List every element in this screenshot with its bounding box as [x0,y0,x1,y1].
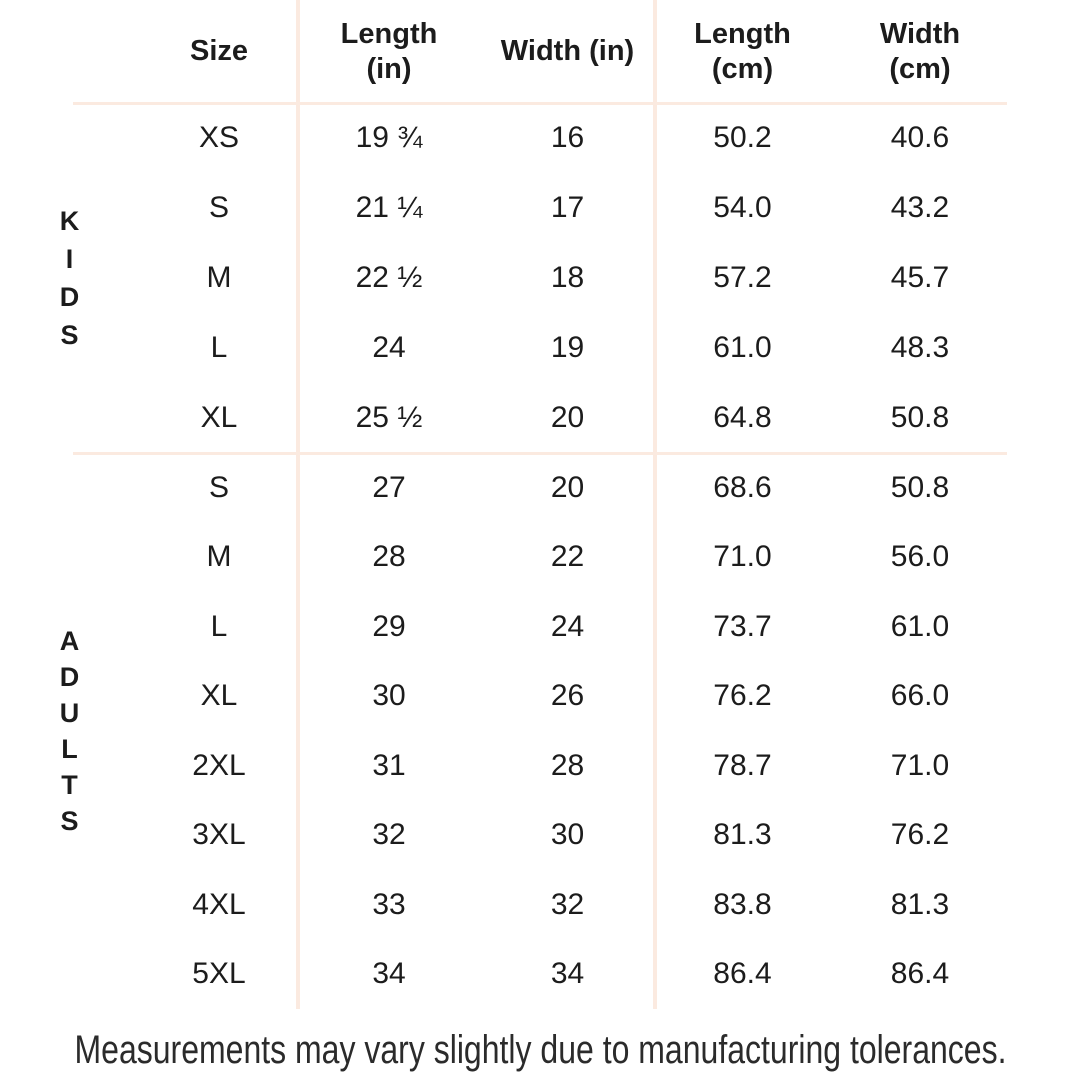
table-cell-adults-row0-col0: S [208,470,229,504]
column-header-size: Size [140,0,298,103]
table-cell-kids-row2-col3: 57.2 [713,261,772,294]
table-cell-adults-row3-col0: XL [200,679,238,713]
table-cell-adults-row6-col3: 83.8 [713,887,772,921]
table-cell-adults-row3-col1: 30 [372,679,406,713]
table-cell-adults-row3-col2: 26 [550,679,585,713]
table-cell-adults-row0-col1: 27 [372,470,406,504]
table-cell-adults-row0-col3: 68.6 [713,470,772,504]
column-header-length-in: Length (in) [298,0,480,103]
table-cell-kids-row3-col2: 19 [550,331,585,364]
table-cell-adults-row6-col4: 81.3 [890,887,950,921]
column-header-size-label: Size [189,35,249,67]
table-cell-adults-row7-col3: 86.4 [713,957,772,991]
size-chart-table: Size Length (in) Width (in) Length (cm) … [0,0,1010,1009]
table-cell-kids-row2-col1: 22 ½ [355,261,423,294]
column-header-width-cm-label: Width (cm) [879,17,961,85]
table-cell-adults-row4-col3: 78.7 [713,748,772,782]
footer-note: Measurements may vary slightly due to ma… [0,1020,1080,1080]
table-cell-adults-row2-col4: 61.0 [890,609,950,643]
table-cell-adults-row4-col2: 28 [550,748,585,782]
table-cell-kids-row1-col0: S [208,191,229,224]
header-divider-line [73,102,1007,105]
table-cell-adults-row1-col0: M [206,540,232,574]
row-group-label-kids-text: K I D S [59,206,81,350]
column-header-width-cm: Width (cm) [830,0,1010,103]
table-cell-adults-row6-col1: 33 [372,887,406,921]
table-cell-kids-row1-col2: 17 [550,191,585,224]
table-cell-kids-row2-col2: 18 [550,261,585,294]
table-cell-adults-row0-col2: 20 [550,470,585,504]
table-cell-adults-row2-col0: L [210,609,228,643]
table-cell-adults-row1-col3: 71.0 [713,540,772,574]
column-header-width-in: Width (in) [480,0,655,103]
table-cell-adults-row6-col0: 4XL [192,887,246,921]
table-cell-adults-row5-col0: 3XL [192,818,246,852]
table-cell-adults-row7-col4: 86.4 [890,957,950,991]
column-divider-line [296,0,300,1009]
table-cell-adults-row3-col3: 76.2 [713,679,772,713]
row-group-label-adults-text: A D U L T S [59,626,81,836]
table-cell-adults-row2-col2: 24 [550,609,585,643]
column-header-length-in-label: Length (in) [340,17,438,85]
table-cell-adults-row0-col4: 50.8 [890,470,950,504]
row-group-label-kids: K I D S [0,103,140,453]
table-cell-adults-row4-col0: 2XL [192,748,246,782]
table-cell-kids-row0-col4: 40.6 [890,121,950,154]
table-cell-kids-row0-col2: 16 [550,121,585,154]
table-cell-kids-row3-col1: 24 [372,331,406,364]
table-cell-kids-row2-col0: M [206,261,232,294]
table-cell-kids-row4-col3: 64.8 [713,401,772,434]
table-cell-adults-row4-col1: 31 [372,748,406,782]
table-cell-adults-row5-col4: 76.2 [890,818,950,852]
table-cell-kids-row2-col4: 45.7 [890,261,950,294]
column-header-length-cm-label: Length (cm) [694,17,791,85]
column-divider-line [653,0,657,1009]
table-cell-kids-row3-col4: 48.3 [890,331,950,364]
table-cell-kids-row0-col3: 50.2 [713,121,772,154]
table-cell-adults-row5-col2: 30 [550,818,585,852]
table-cell-adults-row7-col1: 34 [372,957,406,991]
table-cell-kids-row1-col3: 54.0 [713,191,772,224]
table-cell-adults-row1-col4: 56.0 [890,540,950,574]
row-group-label-adults: A D U L T S [0,453,140,1009]
table-cell-kids-row0-col0: XS [198,121,240,154]
table-cell-adults-row1-col1: 28 [372,540,406,574]
table-cell-adults-row3-col4: 66.0 [890,679,950,713]
table-cell-kids-row1-col1: 21 ¼ [355,191,423,224]
table-cell-adults-row5-col1: 32 [372,818,406,852]
column-header-length-cm: Length (cm) [655,0,830,103]
table-cell-kids-row3-col3: 61.0 [713,331,772,364]
table-cell-adults-row4-col4: 71.0 [890,748,950,782]
table-cell-kids-row4-col2: 20 [550,401,585,434]
table-cell-kids-row4-col4: 50.8 [890,401,950,434]
section-divider-line [73,452,1007,455]
table-cell-adults-row7-col2: 34 [550,957,585,991]
table-cell-kids-row4-col1: 25 ½ [355,401,423,434]
table-cell-kids-row4-col0: XL [200,401,238,434]
table-cell-kids-row1-col4: 43.2 [890,191,950,224]
table-cell-adults-row1-col2: 22 [550,540,585,574]
table-cell-adults-row5-col3: 81.3 [713,818,772,852]
table-cell-adults-row2-col3: 73.7 [713,609,772,643]
table-cell-adults-row7-col0: 5XL [192,957,246,991]
footer-note-text: Measurements may vary slightly due to ma… [74,1027,1007,1072]
table-cell-adults-row2-col1: 29 [372,609,406,643]
table-cell-adults-row6-col2: 32 [550,887,585,921]
table-cell-kids-row0-col1: 19 ¾ [355,121,423,154]
column-header-width-in-label: Width (in) [500,35,635,67]
table-cell-kids-row3-col0: L [210,331,228,364]
